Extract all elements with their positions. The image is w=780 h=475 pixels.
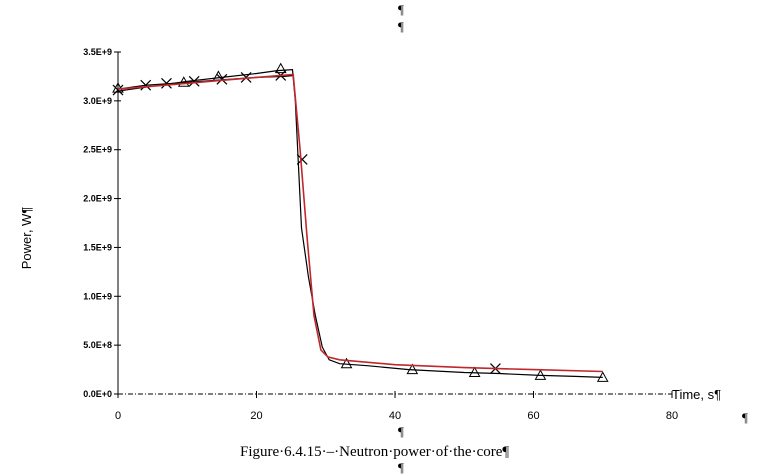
y-tick-label: 1.0E+9 <box>83 291 112 301</box>
x-marker <box>216 73 228 85</box>
triangle-marker <box>274 62 287 74</box>
pilcrow-mark-right: ¶ <box>742 410 748 425</box>
x-marker <box>161 77 172 89</box>
triangle-marker <box>340 357 353 369</box>
series-1 <box>112 62 609 382</box>
x-marker <box>296 154 308 165</box>
x-marker <box>140 79 152 91</box>
pilcrow-mark-bottom-1: ¶ <box>398 424 404 439</box>
series-3 <box>117 73 603 373</box>
x-tick-label: 20 <box>250 410 262 422</box>
x-tick-label: 80 <box>666 410 678 422</box>
pilcrow-mark-bottom-2: ¶ <box>398 460 404 475</box>
y-tick-label: 3.5E+9 <box>83 47 112 57</box>
x-marker <box>188 75 200 87</box>
triangle-marker <box>406 363 419 375</box>
series-layer <box>112 62 609 382</box>
y-tick-label: 1.5E+9 <box>83 242 112 252</box>
y-tick-label: 0.0E+0 <box>83 389 112 399</box>
x-marker <box>240 71 252 83</box>
figure-caption: Figure·6.4.15·–·Neutron·power·of·the·cor… <box>240 444 509 460</box>
triangle-marker <box>468 366 481 378</box>
y-tick-label: 2.5E+9 <box>83 145 112 155</box>
pilcrow-mark-top-1: ¶ <box>398 2 404 17</box>
pilcrow-mark-top-2: ¶ <box>398 19 404 34</box>
y-tick-label: 2.0E+9 <box>83 194 112 204</box>
triangle-marker <box>534 369 547 380</box>
series-line <box>117 73 603 373</box>
series-line <box>117 68 603 378</box>
x-axis-ticks: 0 20 40 60 80 <box>115 391 678 422</box>
x-axis-title: Time, s¶ <box>672 387 721 402</box>
y-axis-ticks: 0.0E+0 5.0E+8 1.0E+9 1.5E+9 2.0E+9 2.5E+9 3.0E… <box>83 47 121 399</box>
plot-area <box>117 52 672 395</box>
triangle-marker <box>596 371 609 382</box>
y-tick-label: 3.0E+9 <box>83 96 112 106</box>
series-2 <box>112 70 501 375</box>
x-marker <box>112 84 124 96</box>
x-tick-label: 40 <box>389 410 401 422</box>
y-tick-label: 5.0E+8 <box>83 340 112 350</box>
x-tick-label: 60 <box>527 410 539 422</box>
y-axis-title: Power, W¶ <box>19 207 34 270</box>
x-tick-label: 0 <box>115 410 121 422</box>
